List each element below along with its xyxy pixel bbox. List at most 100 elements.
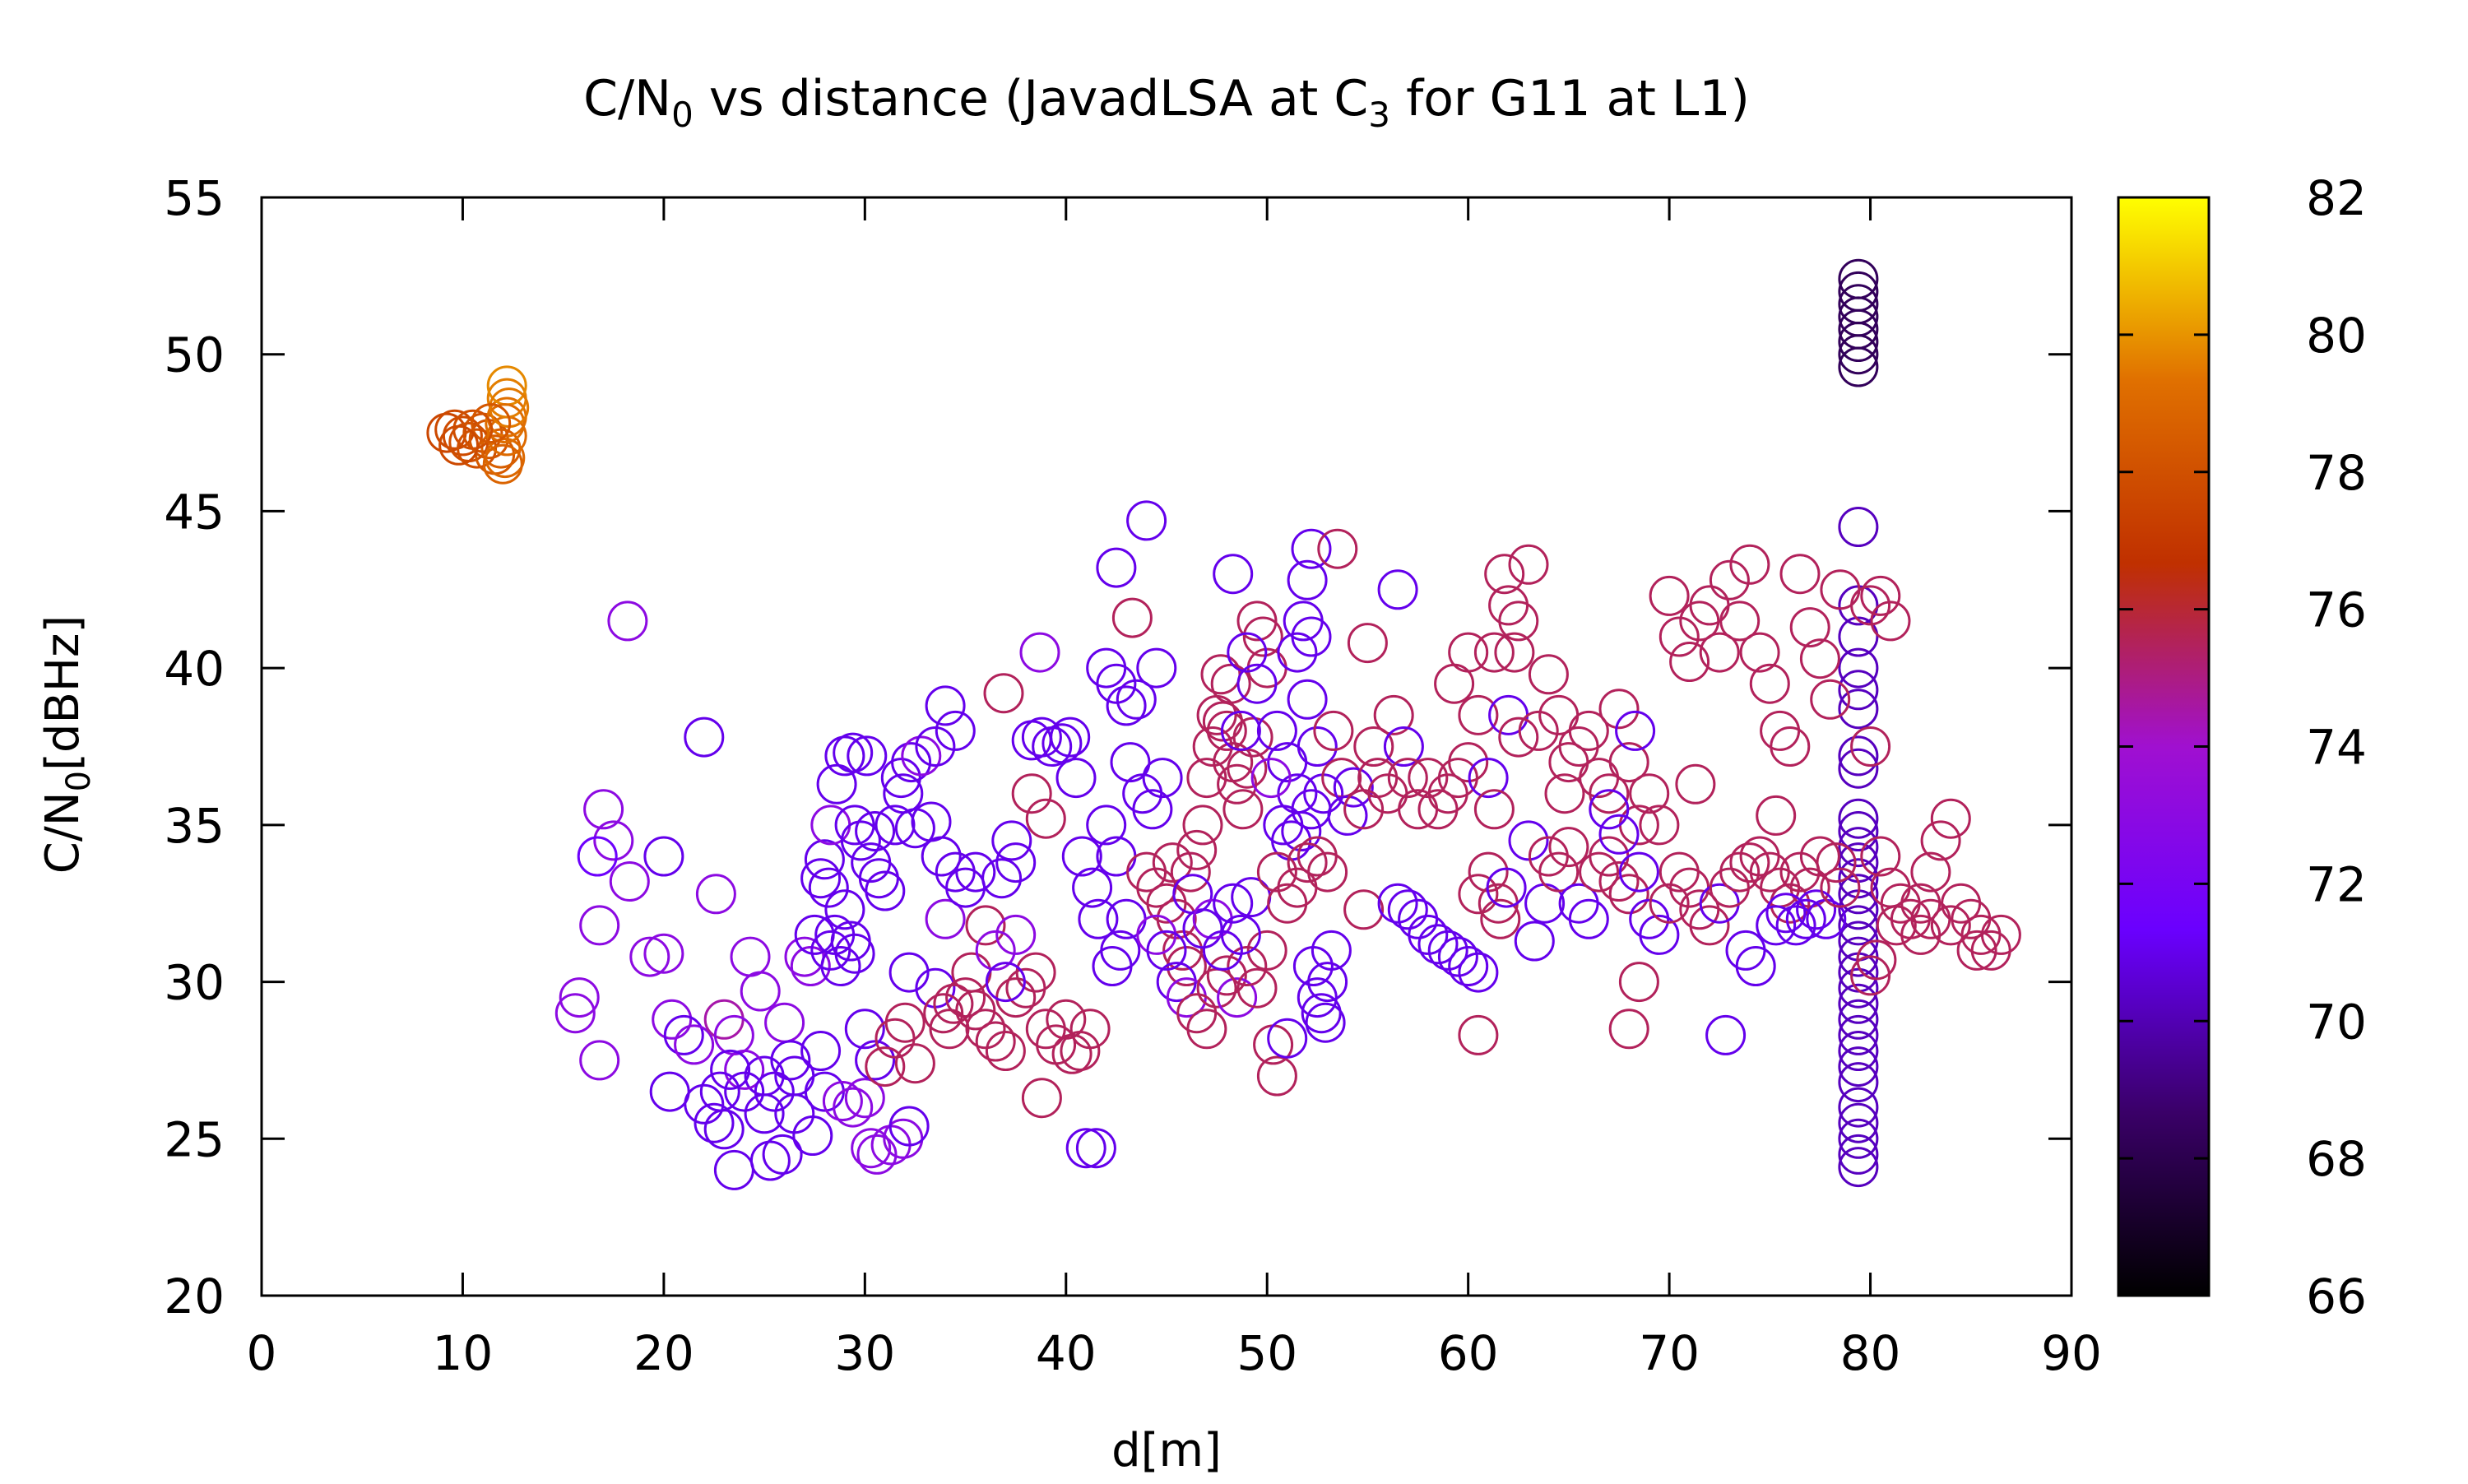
data-point — [1480, 898, 1521, 939]
data-point — [1458, 1014, 1499, 1055]
data-point — [1615, 710, 1656, 751]
data-point — [1182, 908, 1223, 949]
data-point — [833, 1087, 874, 1128]
data-point — [1838, 670, 1879, 711]
data-point — [774, 1093, 815, 1134]
data-point — [1719, 851, 1761, 893]
data-point — [1116, 679, 1157, 720]
x-axis-label: d[m] — [1111, 1424, 1222, 1477]
data-point — [1719, 601, 1761, 642]
data-point — [983, 673, 1024, 714]
data-point — [1327, 795, 1368, 836]
data-point — [975, 1021, 1016, 1062]
data-point — [1639, 805, 1680, 846]
data-point — [730, 936, 771, 977]
data-point — [1317, 528, 1358, 569]
colorbar-tick-label: 74 — [2306, 720, 2367, 776]
data-point — [891, 742, 932, 783]
data-point — [652, 999, 693, 1040]
data-point — [1838, 334, 1879, 375]
data-point — [816, 763, 857, 805]
y-axis-label: C/N0[dBHz] — [36, 615, 98, 874]
data-point — [810, 805, 851, 846]
data-point — [923, 993, 964, 1034]
data-point — [1217, 977, 1258, 1018]
x-tick-label: 50 — [1236, 1325, 1297, 1381]
data-point — [1930, 798, 1971, 839]
colorbar-tick-label: 66 — [2306, 1268, 2367, 1324]
data-point — [1021, 716, 1062, 758]
x-tick-label: 20 — [633, 1325, 694, 1381]
data-point — [593, 820, 634, 861]
ticks-layer: 0 10 20 30 40 50 60 70 80 90 20 25 30 35 40 45 50 55 — [164, 170, 2102, 1381]
data-point — [457, 428, 498, 469]
x-tick-label: 70 — [1639, 1325, 1700, 1381]
data-point — [911, 801, 952, 842]
x-tick-label: 80 — [1840, 1325, 1901, 1381]
data-point — [1838, 858, 1879, 899]
data-point — [482, 443, 523, 485]
data-point — [1850, 955, 1891, 996]
data-point — [1838, 1134, 1879, 1175]
data-point — [1468, 758, 1509, 799]
data-point — [1256, 851, 1297, 893]
data-point — [1956, 930, 1997, 971]
data-point — [1568, 898, 1609, 939]
data-point — [800, 858, 842, 899]
data-point — [1639, 914, 1680, 955]
data-point — [935, 710, 976, 751]
data-point — [1538, 851, 1580, 893]
data-point — [1387, 758, 1428, 799]
data-point — [1055, 758, 1097, 799]
data-point — [579, 905, 620, 946]
data-point — [1649, 883, 1690, 924]
data-point — [684, 1083, 725, 1125]
data-point — [442, 415, 483, 457]
data-point — [694, 1102, 735, 1143]
data-point — [855, 1040, 896, 1081]
data-point — [1256, 1055, 1297, 1097]
data-point — [975, 930, 1016, 971]
data-point — [894, 1043, 935, 1084]
data-point — [1242, 616, 1283, 657]
data-point — [1838, 322, 1879, 362]
data-point — [1838, 689, 1879, 730]
data-point — [1785, 898, 1826, 939]
data-point — [1162, 930, 1204, 971]
data-point — [1311, 930, 1352, 971]
plot-frame — [260, 196, 2073, 1297]
data-point — [888, 1106, 930, 1147]
data-point — [1277, 632, 1318, 673]
data-point — [1870, 601, 1911, 642]
data-point — [1796, 889, 1837, 930]
data-point — [695, 874, 736, 915]
data-point — [1291, 528, 1332, 569]
data-point — [1347, 623, 1388, 664]
data-point — [1598, 861, 1640, 902]
data-point — [865, 870, 906, 911]
data-point — [1689, 905, 1730, 946]
data-point — [1206, 710, 1247, 751]
data-point — [1297, 726, 1338, 767]
data-point — [1749, 663, 1790, 704]
data-point — [1236, 601, 1278, 642]
data-point — [1838, 1062, 1879, 1103]
data-point — [1373, 694, 1414, 735]
data-point — [965, 905, 1006, 946]
data-point — [1025, 798, 1066, 839]
data-point — [1220, 710, 1261, 751]
data-point — [1011, 773, 1052, 814]
data-point — [1086, 805, 1127, 846]
data-point — [1307, 851, 1348, 893]
data-point — [1816, 842, 1857, 883]
data-point — [1287, 842, 1328, 883]
data-point — [1075, 1128, 1116, 1169]
data-point — [1860, 836, 1901, 877]
data-point — [1096, 663, 1137, 704]
data-point — [995, 914, 1037, 955]
data-point — [1770, 726, 1811, 767]
data-point — [577, 836, 618, 877]
data-point — [438, 424, 480, 466]
data-point — [1799, 836, 1840, 877]
colorbar-tick-label: 82 — [2306, 170, 2367, 226]
